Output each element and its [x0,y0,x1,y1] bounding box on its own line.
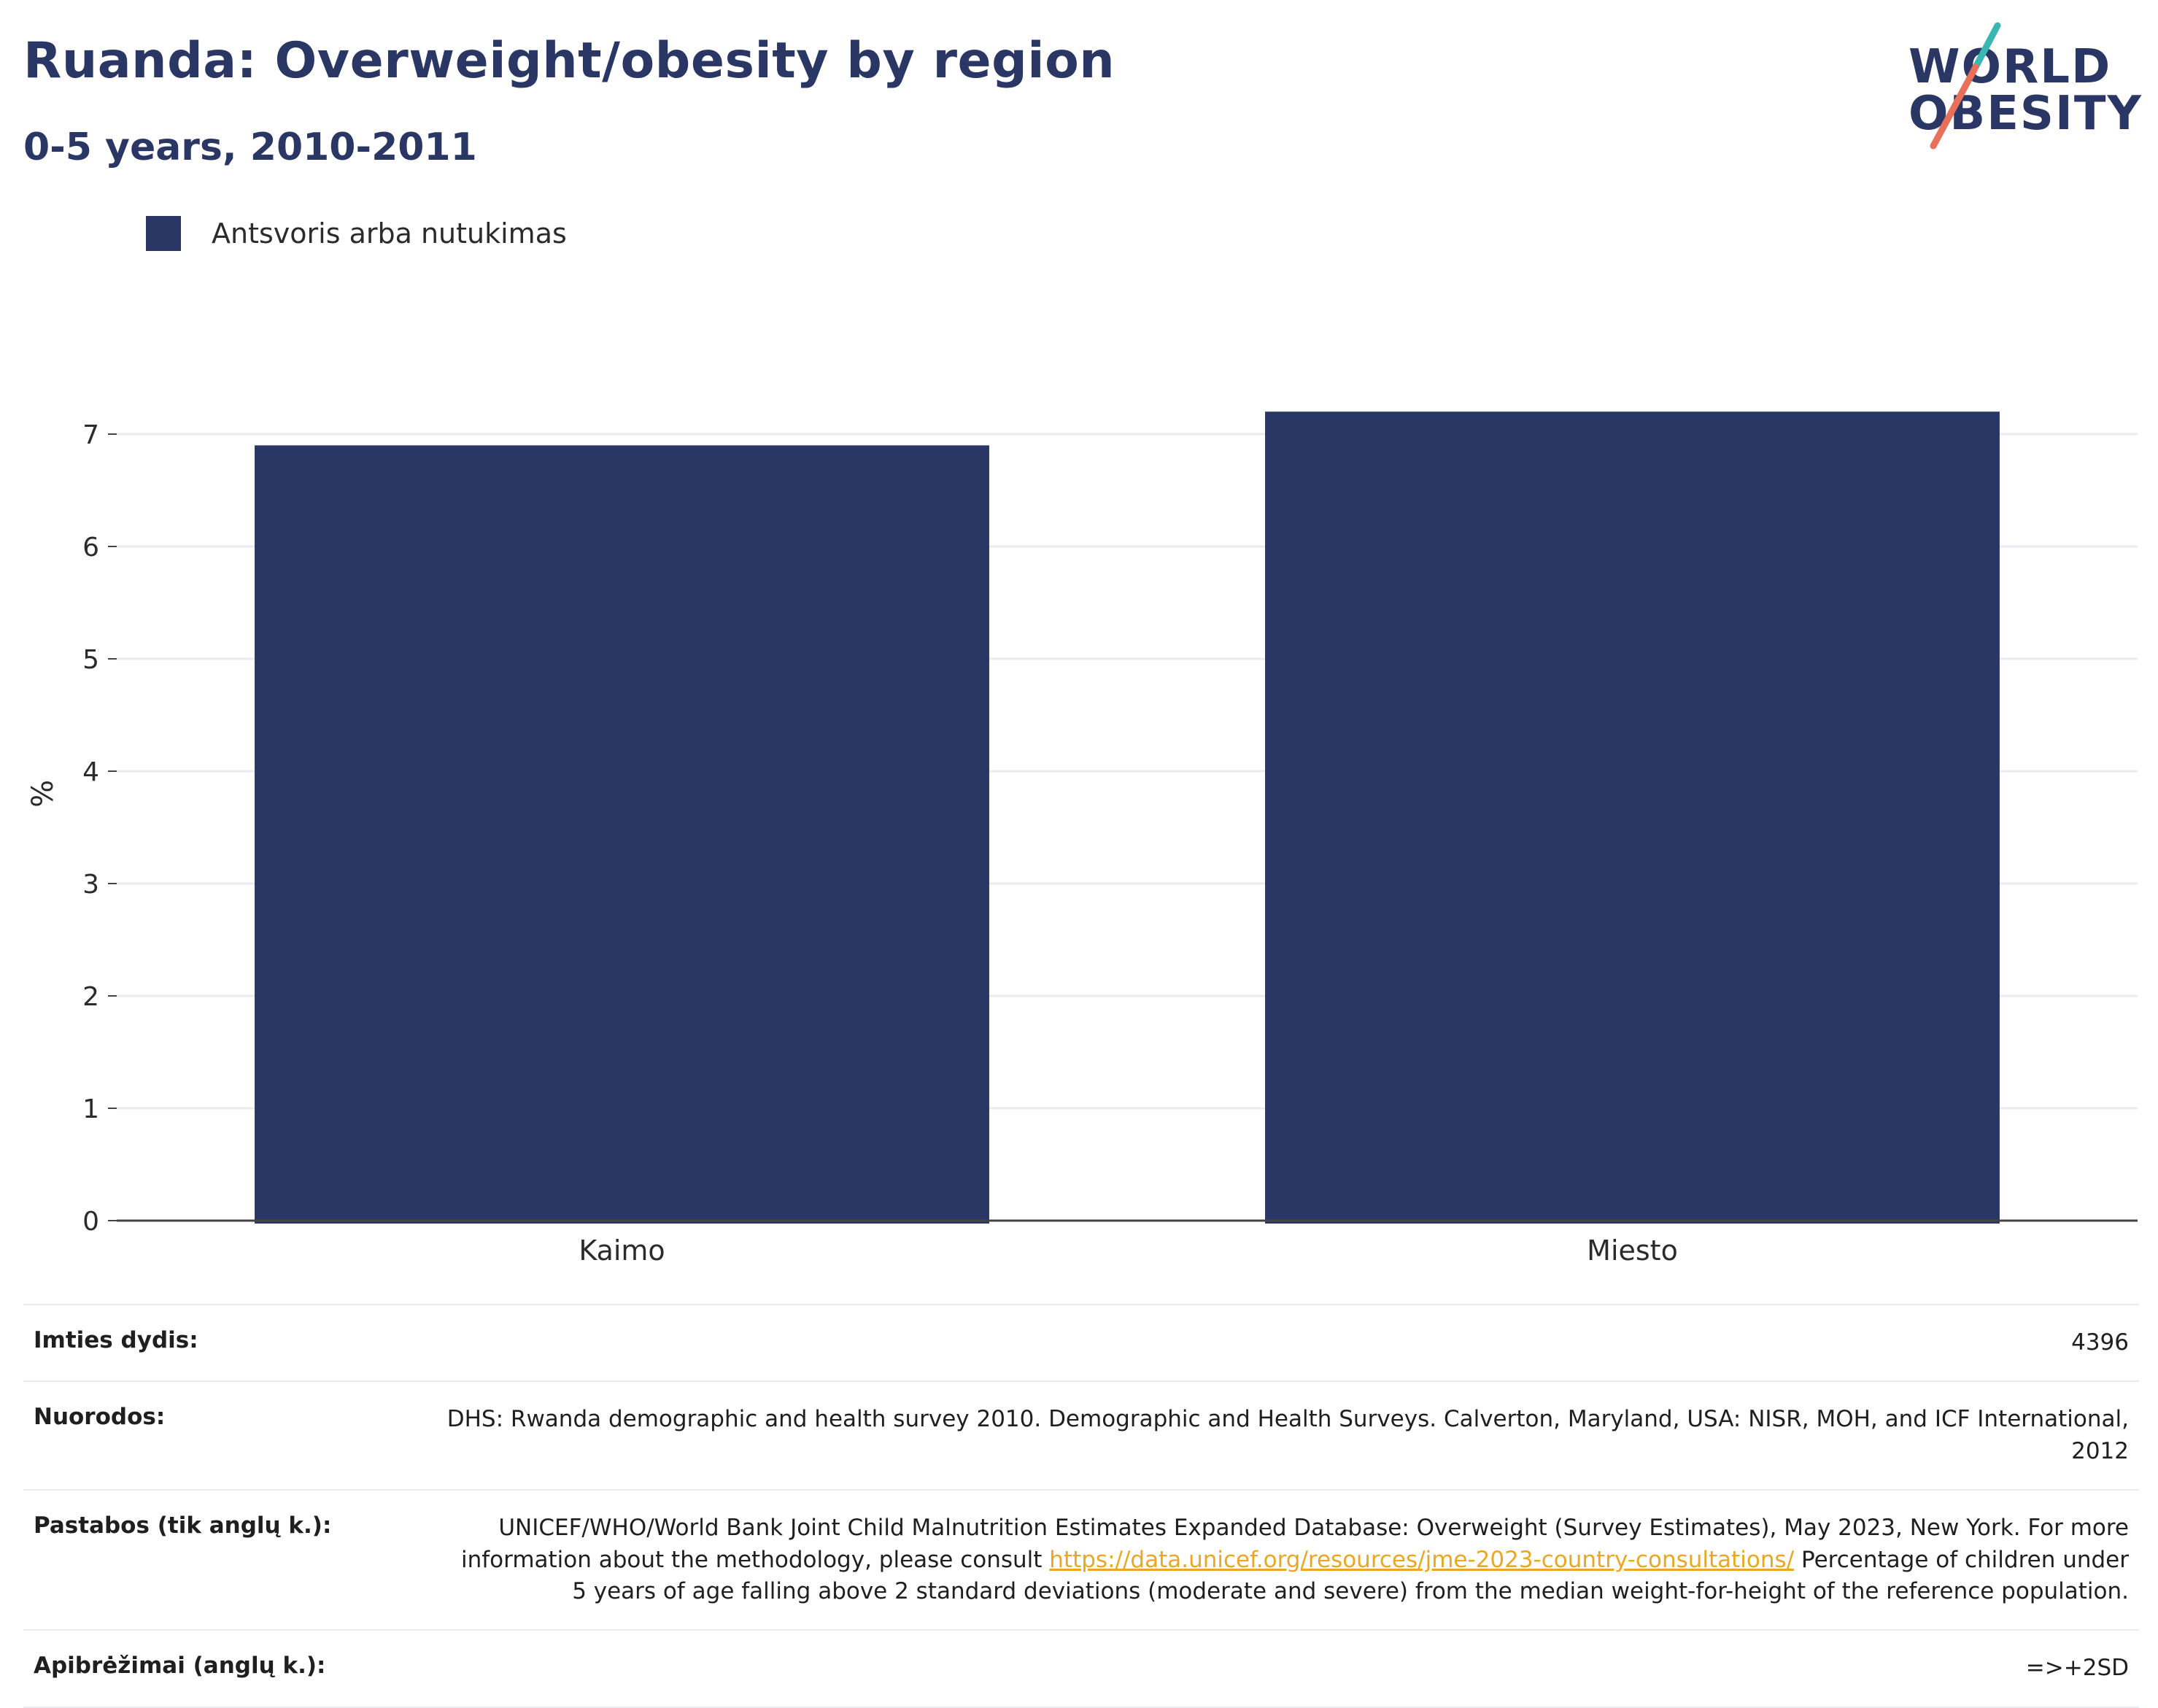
sample-size-value: 4396 [2071,1329,2129,1356]
y-tick-label: 0 [82,1207,99,1237]
notes-text-2: Percentage of children under 5 years of … [572,1546,2129,1604]
info-table: Imties dydis: 4396 Nuorodos: DHS: Rwanda… [23,1304,2139,1708]
legend-label: Antsvoris arba nutukimas [212,217,567,250]
references-value: DHS: Rwanda demographic and health surve… [446,1406,2129,1464]
x-tick-label: Miesto [1587,1234,1678,1267]
y-tick-label: 3 [82,870,99,900]
references-label: Nuorodos: [34,1404,166,1431]
x-tick-label: Kaimo [579,1234,665,1267]
legend-swatch [146,216,181,251]
world-obesity-logo: WORLD OBESITY [1897,22,2145,153]
legend: Antsvoris arba nutukimas [146,216,567,251]
y-tick-label: 4 [82,757,99,787]
y-axis-label: % [26,780,60,808]
y-tick-label: 5 [82,645,99,675]
definitions-value: =>+2SD [2025,1655,2129,1682]
bar-kaimo [255,445,989,1224]
sample-size-label: Imties dydis: [34,1327,198,1353]
y-tick-label: 2 [82,982,99,1012]
y-tick-label: 7 [82,420,99,450]
bar-miesto [1265,411,2000,1224]
y-tick-label: 6 [82,533,99,563]
bar-chart: 0 1 2 3 4 5 6 7 Kaimo Miesto% [26,411,2138,1267]
notes-text-1: UNICEF/WHO/World Bank Joint Child Malnut… [460,1515,2129,1573]
notes-value: UNICEF/WHO/World Bank Joint Child Malnut… [442,1512,2129,1607]
chart-title: Ruanda: Overweight/obesity by region [23,32,1115,90]
info-row-references: Nuorodos: DHS: Rwanda demographic and he… [23,1380,2139,1489]
info-row-notes: Pastabos (tik anglų k.): UNICEF/WHO/Worl… [23,1489,2139,1629]
chart-subtitle: 0-5 years, 2010-2011 [23,125,477,169]
logo-slash-icon [1930,22,2001,150]
y-tick-label: 1 [82,1094,99,1124]
axes: 0 1 2 3 4 5 6 7 Kaimo Miesto% [26,420,2138,1267]
notes-label: Pastabos (tik anglų k.): [34,1512,332,1539]
info-row-definitions: Apibrėžimai (anglų k.): =>+2SD [23,1629,2139,1708]
info-row-sample-size: Imties dydis: 4396 [23,1304,2139,1380]
bars [255,411,2000,1224]
methodology-link[interactable]: https://data.unicef.org/resources/jme-20… [1049,1546,1795,1573]
logo-word-world: WORLD [1908,40,2112,94]
definitions-label: Apibrėžimai (anglų k.): [34,1653,326,1680]
